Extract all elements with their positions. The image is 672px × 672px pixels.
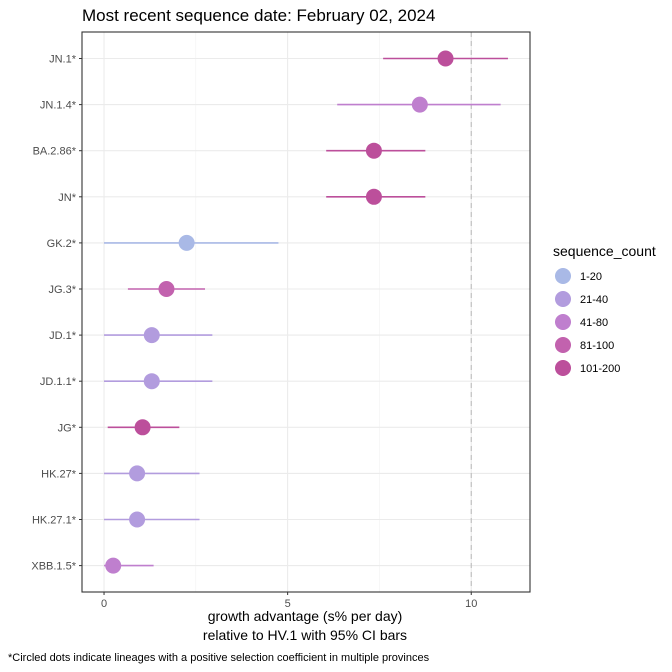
- y-tick-label: GK.2*: [47, 238, 77, 250]
- y-tick-label: JN*: [58, 192, 76, 204]
- legend-title: sequence_count: [553, 243, 656, 259]
- data-point: [143, 373, 160, 390]
- data-point: [129, 465, 146, 482]
- chart-title: Most recent sequence date: February 02, …: [82, 6, 435, 25]
- data-point: [178, 234, 195, 251]
- plot-panel: JN.1* JN.1.4* BA.2.86* JN* GK.2* JG.3* JD.1* JD…: [31, 31, 531, 610]
- legend-label: 21-40: [580, 294, 608, 306]
- legend-key-dot: [555, 314, 571, 330]
- caption: *Circled dots indicate lineages with a p…: [8, 652, 430, 664]
- data-point: [158, 281, 175, 297]
- y-tick-label: JN.1.4*: [40, 100, 77, 112]
- data-point: [129, 511, 146, 528]
- y-tick-label: HK.27*: [41, 468, 77, 480]
- legend-label: 1-20: [580, 271, 602, 283]
- data-point: [143, 327, 160, 344]
- legend: sequence_count 1-20 21-40 41-80 81-100 101-2…: [553, 243, 656, 376]
- legend-key-dot: [555, 268, 571, 284]
- y-tick-label: JD.1*: [49, 330, 77, 342]
- legend-label: 101-200: [580, 363, 620, 375]
- x-tick-label: 0: [101, 598, 107, 610]
- y-tick-label: JG*: [58, 422, 77, 434]
- x-axis-title-line2: relative to HV.1 with 95% CI bars: [203, 627, 407, 643]
- x-axis-title-line1: growth advantage (s% per day): [208, 608, 403, 624]
- legend-key-dot: [555, 360, 571, 376]
- y-tick-label: JG.3*: [48, 284, 76, 296]
- plot-border: [81, 31, 531, 593]
- y-tick-label: JN.1*: [49, 54, 77, 66]
- y-tick-label: BA.2.86*: [33, 146, 77, 158]
- legend-key-dot: [555, 291, 571, 307]
- data-point: [365, 142, 382, 159]
- data-point: [437, 50, 454, 67]
- plot-background: [82, 32, 530, 592]
- data-point: [105, 557, 122, 574]
- y-tick-label: HK.27.1*: [32, 515, 77, 527]
- y-tick-label: XBB.1.5*: [31, 561, 76, 573]
- data-point: [365, 188, 382, 205]
- data-point: [411, 96, 428, 113]
- legend-label: 41-80: [580, 317, 608, 329]
- data-point: [134, 419, 151, 436]
- x-tick-label: 10: [465, 598, 477, 610]
- legend-label: 81-100: [580, 340, 614, 352]
- legend-key-dot: [555, 337, 571, 353]
- x-tick-label: 5: [285, 598, 291, 610]
- y-tick-label: JD.1.1*: [40, 376, 77, 388]
